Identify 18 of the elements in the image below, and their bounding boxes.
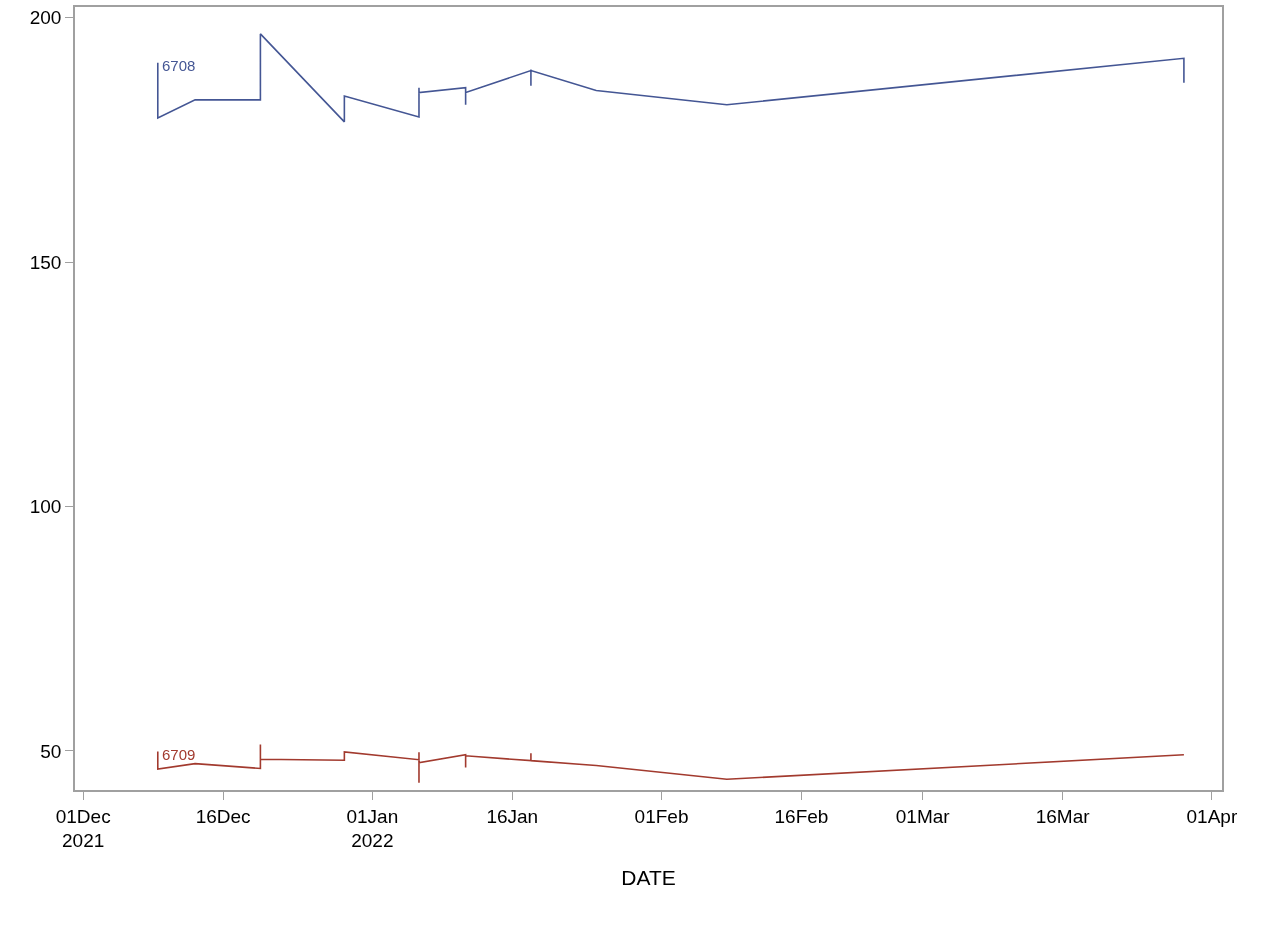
y-tick-label: 100 bbox=[29, 496, 62, 518]
series-label: 6709 bbox=[162, 746, 196, 763]
y-tick-label: 50 bbox=[40, 740, 62, 762]
y-tick-label: 200 bbox=[29, 7, 62, 29]
line-series bbox=[156, 33, 1185, 123]
x-tick-label: 16Jan bbox=[486, 805, 539, 827]
y-tick-label: 150 bbox=[29, 251, 62, 273]
x-tick-label: 01Jan 2022 bbox=[346, 805, 399, 852]
x-tick-label: 16Feb bbox=[774, 805, 829, 827]
x-tick-label: 01Feb bbox=[634, 805, 689, 827]
x-tick-label: 16Mar bbox=[1035, 805, 1091, 827]
line-series bbox=[156, 743, 1185, 784]
x-tick-label: 16Dec bbox=[195, 805, 251, 827]
x-axis-title: DATE bbox=[621, 865, 676, 889]
x-tick-label: 01Mar bbox=[895, 805, 951, 827]
x-tick-label: 01Apr bbox=[1186, 805, 1238, 827]
series-label: 6708 bbox=[162, 57, 196, 74]
x-tick-label: 01Dec 2021 bbox=[55, 805, 111, 852]
